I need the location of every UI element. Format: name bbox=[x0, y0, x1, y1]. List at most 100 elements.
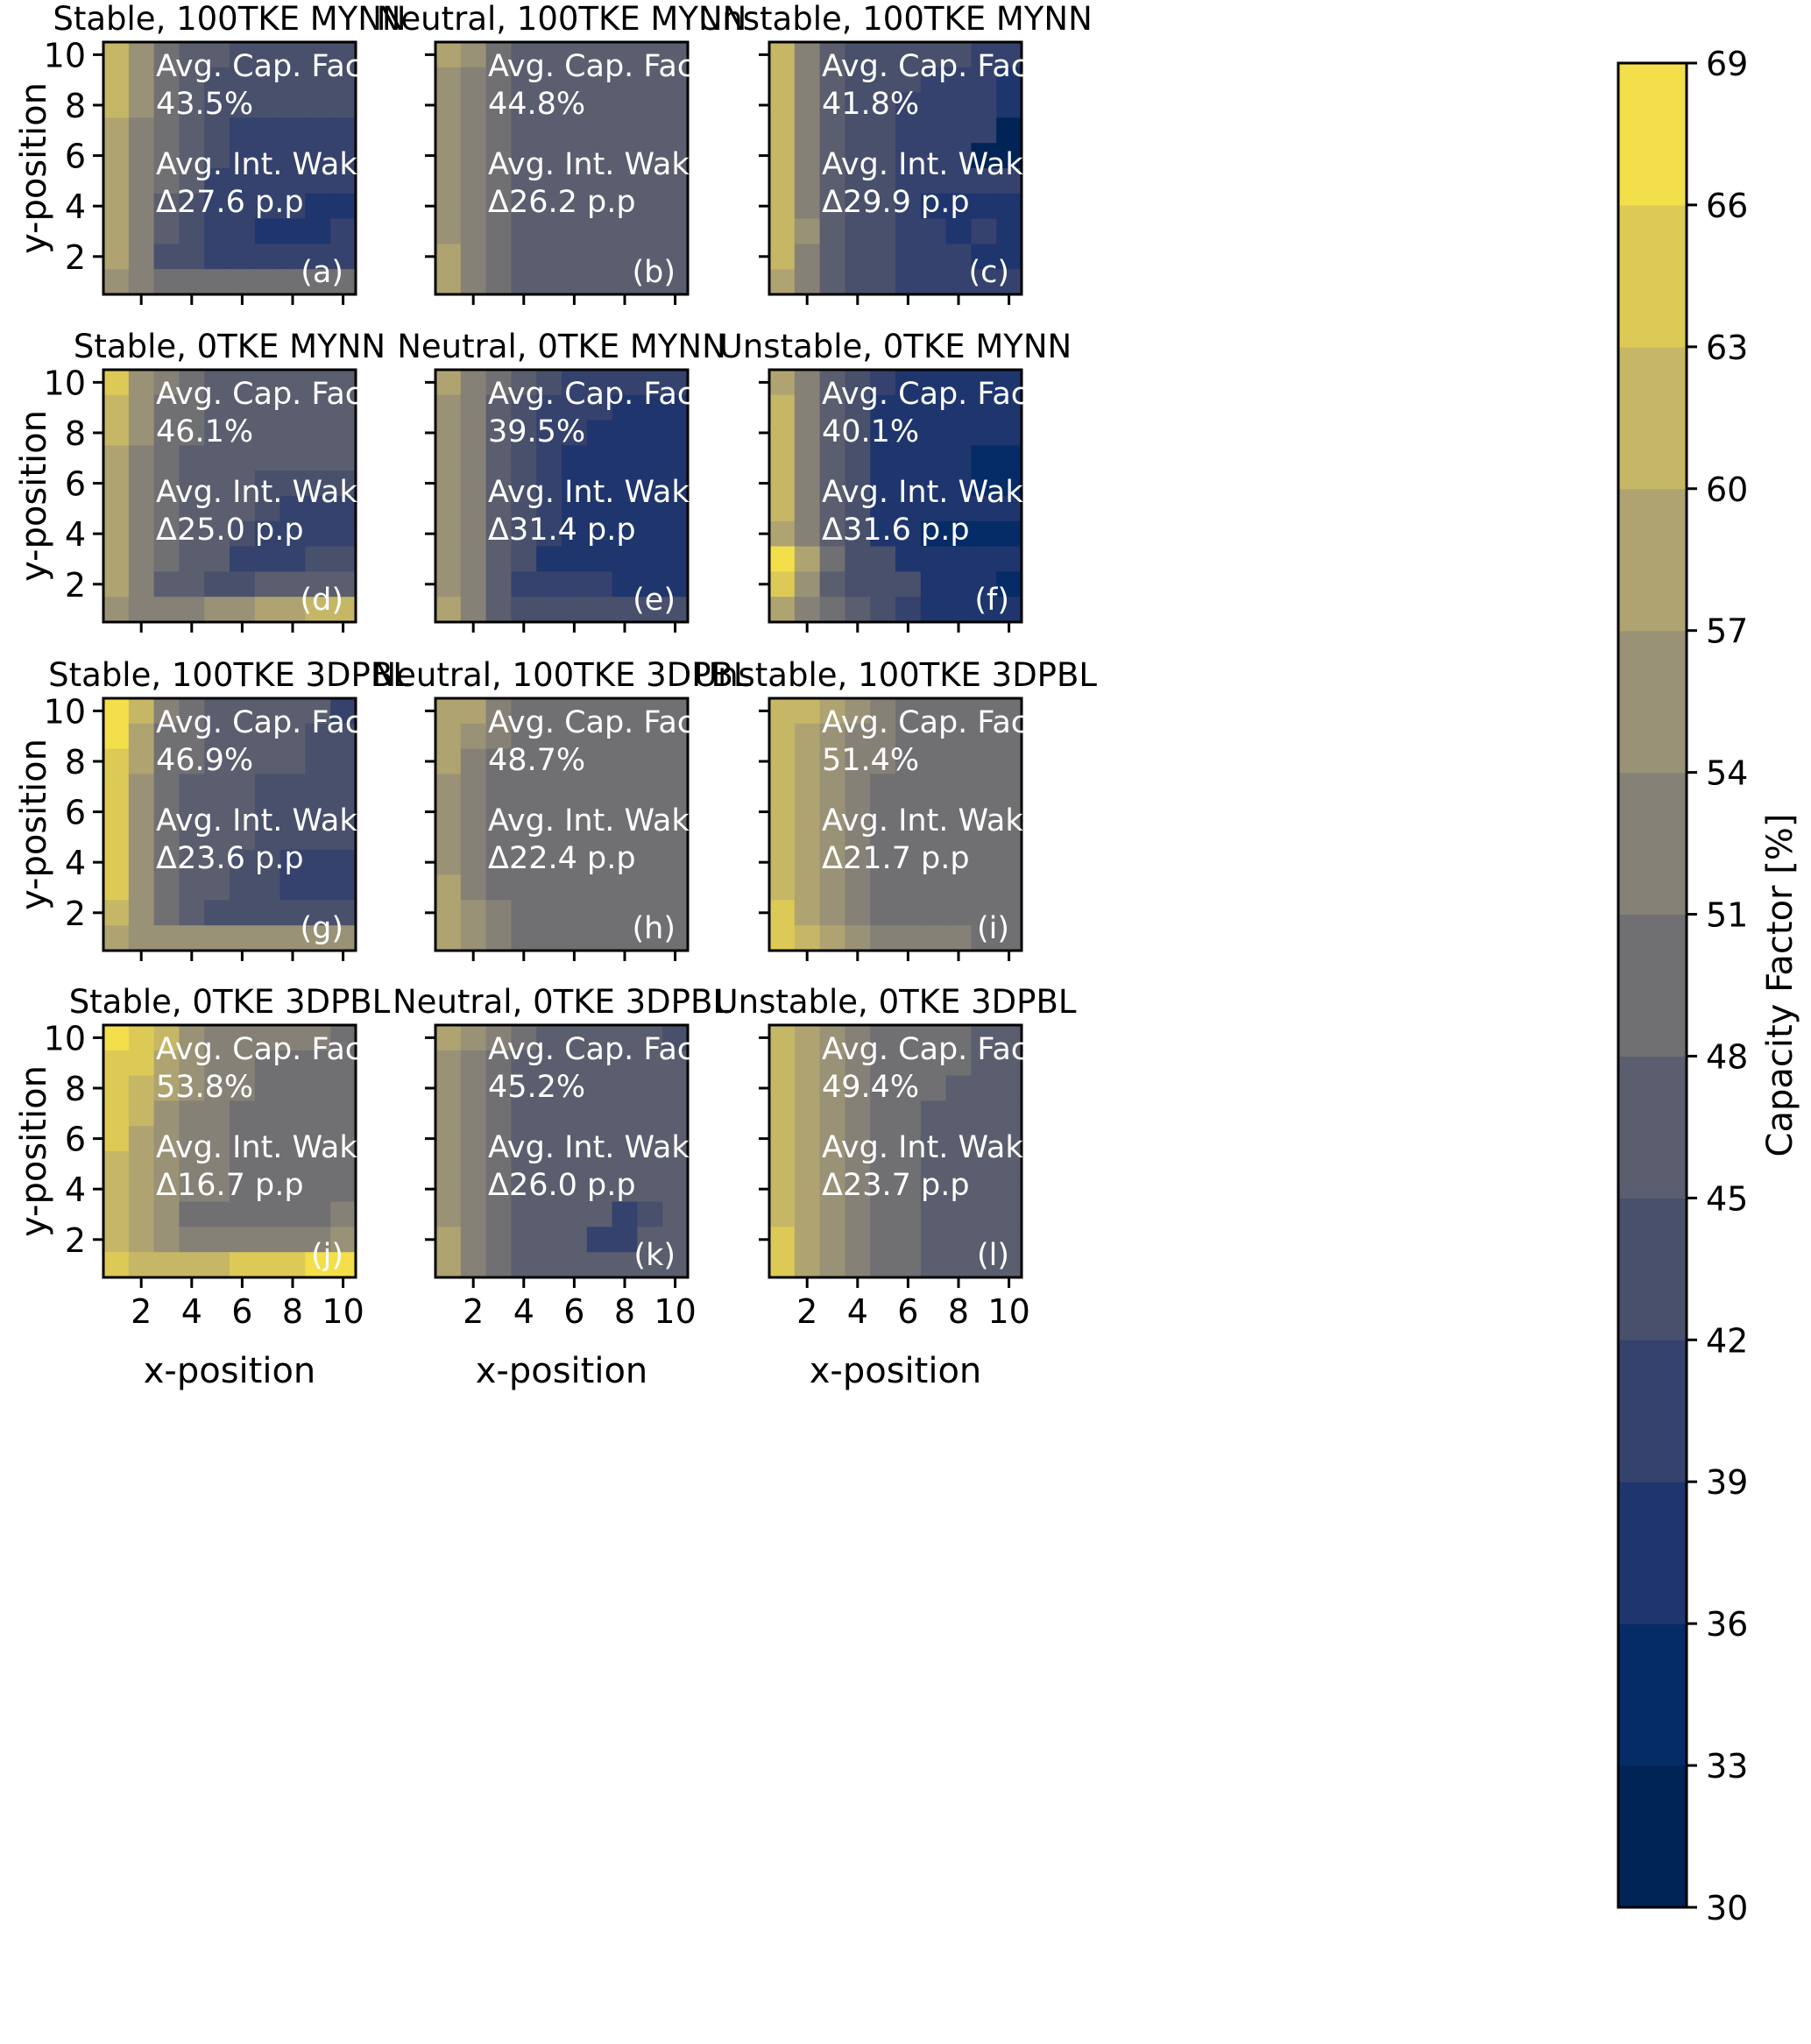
heatmap-cell bbox=[845, 470, 871, 497]
annotation-wake-label: Avg. Int. Wake: bbox=[822, 147, 1051, 182]
annotation-cap-fac-label: Avg. Cap. Fac.: bbox=[156, 1032, 382, 1067]
heatmap-cell bbox=[485, 218, 512, 244]
heatmap-cell bbox=[769, 1227, 796, 1253]
heatmap-cell bbox=[819, 244, 845, 270]
colorbar-segment bbox=[1618, 63, 1687, 206]
heatmap-cell bbox=[662, 1176, 689, 1203]
heatmap-cell bbox=[562, 1075, 588, 1101]
heatmap-cell bbox=[945, 1050, 972, 1077]
heatmap-cell bbox=[330, 370, 357, 396]
heatmap-cell bbox=[662, 1201, 689, 1227]
heatmap-cell bbox=[870, 496, 896, 522]
heatmap-cell bbox=[586, 470, 613, 497]
heatmap-cell bbox=[279, 193, 306, 220]
heatmap-cell bbox=[204, 723, 230, 750]
heatmap-cell bbox=[536, 546, 562, 572]
heatmap-cell bbox=[662, 925, 689, 951]
heatmap-cell bbox=[128, 925, 155, 951]
heatmap-cell bbox=[945, 1151, 972, 1178]
heatmap-cell bbox=[153, 1176, 180, 1203]
heatmap-cell bbox=[279, 824, 306, 851]
heatmap-cell bbox=[586, 496, 613, 522]
heatmap-cell bbox=[586, 420, 613, 446]
heatmap-cell bbox=[637, 1252, 663, 1278]
panel-title: Stable, 100TKE 3DPBL bbox=[48, 656, 411, 694]
heatmap-cell bbox=[485, 496, 512, 522]
heatmap-cell bbox=[920, 925, 947, 951]
heatmap-cell bbox=[536, 67, 562, 94]
heatmap-cell bbox=[485, 420, 512, 446]
heatmap-cell bbox=[612, 1176, 638, 1203]
heatmap-cell bbox=[586, 1075, 613, 1101]
annotation-cap-fac-value: 46.9% bbox=[156, 743, 253, 778]
heatmap-cell bbox=[920, 900, 947, 926]
heatmap-cell bbox=[562, 420, 588, 446]
heatmap-cell bbox=[637, 1126, 663, 1152]
annotation-cap-fac-label: Avg. Cap. Fac.: bbox=[156, 705, 382, 740]
heatmap-cell bbox=[586, 394, 613, 421]
heatmap-cell bbox=[870, 445, 896, 471]
heatmap-cell bbox=[920, 874, 947, 901]
heatmap-cell bbox=[819, 92, 845, 118]
heatmap-cell bbox=[153, 445, 180, 471]
heatmap-cell bbox=[562, 1151, 588, 1178]
panel-frame bbox=[768, 1023, 1023, 1279]
heatmap-cell bbox=[945, 723, 972, 750]
heatmap-cell bbox=[845, 394, 871, 421]
heatmap-cell bbox=[769, 1176, 796, 1203]
heatmap-cell bbox=[204, 748, 230, 774]
heatmap-cell bbox=[586, 1126, 613, 1152]
heatmap-cell bbox=[769, 1050, 796, 1077]
heatmap-cell bbox=[895, 774, 922, 800]
heatmap-cell bbox=[945, 445, 972, 471]
heatmap-cell bbox=[971, 496, 997, 522]
heatmap-cell bbox=[536, 1050, 562, 1077]
heatmap-cell bbox=[637, 394, 663, 421]
heatmap-cell bbox=[586, 799, 613, 825]
heatmap-cell bbox=[895, 1151, 922, 1178]
heatmap-cell bbox=[945, 420, 972, 446]
heatmap-cell bbox=[637, 445, 663, 471]
heatmap-cell bbox=[562, 874, 588, 901]
heatmap-cell bbox=[562, 520, 588, 548]
heatmap-cell bbox=[230, 1025, 256, 1051]
heatmap-cell bbox=[128, 799, 155, 825]
heatmap-cell bbox=[945, 218, 972, 244]
heatmap-cell bbox=[536, 723, 562, 750]
heatmap-cell bbox=[230, 244, 256, 270]
heatmap-cell bbox=[769, 244, 796, 270]
heatmap-cell bbox=[230, 470, 256, 497]
heatmap-cell bbox=[612, 445, 638, 471]
heatmap-cell bbox=[895, 470, 922, 497]
heatmap-cell bbox=[662, 269, 689, 295]
heatmap-cell bbox=[870, 269, 896, 295]
heatmap-cell bbox=[819, 698, 845, 725]
heatmap-cell bbox=[204, 849, 230, 876]
heatmap-cell bbox=[769, 900, 796, 926]
heatmap-cell bbox=[870, 520, 896, 548]
heatmap-cell bbox=[153, 925, 180, 951]
heatmap-cell bbox=[330, 244, 357, 270]
heatmap-cell bbox=[562, 1050, 588, 1077]
heatmap-cell bbox=[945, 774, 972, 800]
heatmap-cell bbox=[662, 900, 689, 926]
heatmap-cell bbox=[254, 571, 281, 598]
heatmap-cell bbox=[230, 67, 256, 94]
heatmap-cell bbox=[845, 496, 871, 522]
heatmap-cell bbox=[996, 1227, 1022, 1253]
heatmap-cell bbox=[103, 546, 130, 572]
heatmap-cell bbox=[460, 1252, 487, 1278]
heatmap-cell bbox=[895, 1126, 922, 1152]
heatmap-cell bbox=[330, 874, 357, 901]
heatmap-cell bbox=[279, 1050, 306, 1077]
annotation-cap-fac-value: 43.5% bbox=[156, 87, 253, 122]
heatmap-cell bbox=[230, 218, 256, 244]
heatmap-cell bbox=[895, 849, 922, 876]
heatmap-cell bbox=[536, 470, 562, 497]
heatmap-cell bbox=[536, 1075, 562, 1101]
panel-frame bbox=[768, 697, 1023, 952]
heatmap-cell bbox=[460, 1050, 487, 1077]
heatmap-cell bbox=[279, 143, 306, 169]
heatmap-cell bbox=[485, 1201, 512, 1227]
heatmap-cell bbox=[612, 1252, 638, 1278]
